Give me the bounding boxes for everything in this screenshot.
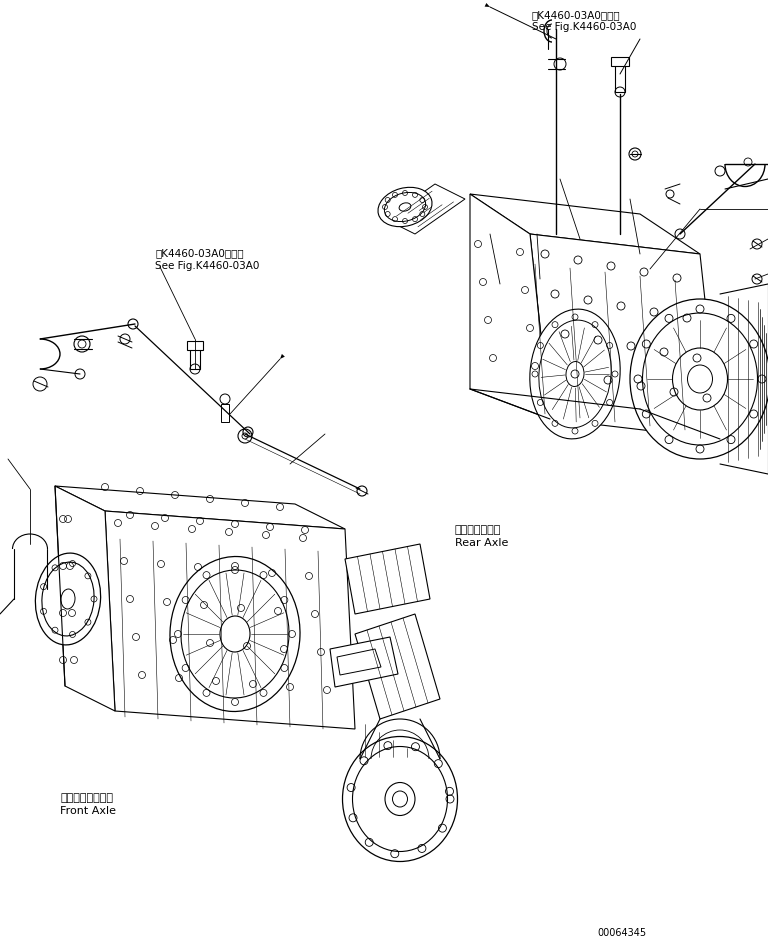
Ellipse shape xyxy=(343,736,458,862)
Bar xyxy=(615,65,625,93)
Bar xyxy=(190,349,200,370)
Text: Rear Axle: Rear Axle xyxy=(455,537,508,548)
Ellipse shape xyxy=(353,747,448,851)
Ellipse shape xyxy=(35,553,101,646)
Text: See Fig.K4460-03A0: See Fig.K4460-03A0 xyxy=(155,261,260,271)
Ellipse shape xyxy=(61,589,75,609)
Text: See Fig.K4460-03A0: See Fig.K4460-03A0 xyxy=(532,22,637,32)
Polygon shape xyxy=(55,486,345,530)
Ellipse shape xyxy=(687,365,713,394)
Polygon shape xyxy=(345,545,430,615)
Ellipse shape xyxy=(399,204,411,212)
Polygon shape xyxy=(470,194,700,255)
Polygon shape xyxy=(385,185,465,235)
Bar xyxy=(221,405,229,423)
Ellipse shape xyxy=(378,188,432,228)
Ellipse shape xyxy=(630,299,768,460)
Ellipse shape xyxy=(673,348,727,411)
Ellipse shape xyxy=(643,313,757,446)
Polygon shape xyxy=(530,235,720,440)
Text: フロントアクスル: フロントアクスル xyxy=(60,792,113,802)
Ellipse shape xyxy=(220,616,250,652)
Polygon shape xyxy=(280,355,285,360)
Bar xyxy=(611,58,629,67)
Polygon shape xyxy=(355,615,440,719)
Text: 00064345: 00064345 xyxy=(597,927,646,937)
Text: Front Axle: Front Axle xyxy=(60,805,116,815)
Ellipse shape xyxy=(181,570,289,699)
Ellipse shape xyxy=(566,362,584,387)
Polygon shape xyxy=(470,194,550,419)
Bar xyxy=(187,342,203,350)
Text: 第K4460-03A0図参照: 第K4460-03A0図参照 xyxy=(532,10,621,20)
Ellipse shape xyxy=(385,783,415,816)
Ellipse shape xyxy=(539,321,611,429)
Ellipse shape xyxy=(530,310,621,439)
Polygon shape xyxy=(105,512,355,729)
Text: リヤーアクスル: リヤーアクスル xyxy=(455,525,502,534)
Ellipse shape xyxy=(385,194,425,223)
Polygon shape xyxy=(485,4,490,8)
Polygon shape xyxy=(55,486,115,711)
Text: 第K4460-03A0図参照: 第K4460-03A0図参照 xyxy=(155,247,243,258)
Ellipse shape xyxy=(392,791,408,807)
Ellipse shape xyxy=(42,563,94,636)
Polygon shape xyxy=(337,649,381,675)
Ellipse shape xyxy=(170,557,300,712)
Polygon shape xyxy=(330,637,398,687)
